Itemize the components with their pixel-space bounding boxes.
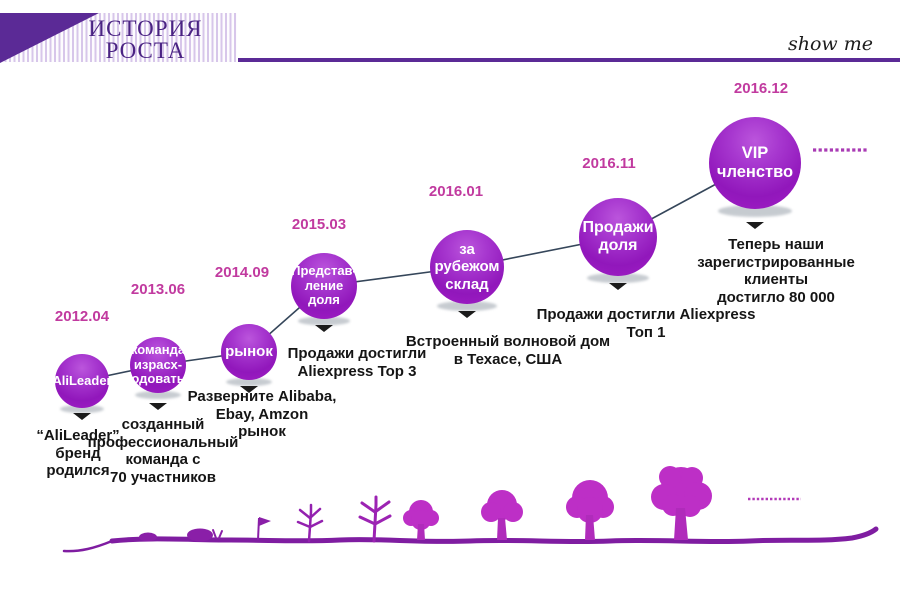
milestone-4-description: Продажи достигли Aliexpress Top 3 xyxy=(287,345,427,380)
page-title: ИСТОРИЯ РОСТА xyxy=(58,16,233,63)
milestone-2-bubble: команда израсх- одовать xyxy=(130,337,186,393)
down-pointer-icon xyxy=(458,311,476,318)
down-pointer-icon xyxy=(73,413,91,420)
sapling-large-icon xyxy=(358,495,392,543)
medium-tree-icon xyxy=(566,480,614,540)
milestone-6-description: Продажи достигли Aliexpress Топ 1 xyxy=(536,306,756,341)
milestone-6-year: 2016.11 xyxy=(582,155,636,172)
stone-icon xyxy=(139,532,157,542)
milestone-5-description: Встроенный волновой дом в Техасе, США xyxy=(405,333,611,368)
down-pointer-icon xyxy=(609,283,627,290)
down-pointer-icon xyxy=(746,222,764,229)
grass-tuft-icon xyxy=(212,529,223,539)
milestone-5-year: 2016.01 xyxy=(428,183,484,200)
tagline-text: show me xyxy=(788,33,873,55)
page-title-line2: РОСТА xyxy=(105,38,186,63)
down-pointer-icon xyxy=(315,325,333,332)
milestone-2-description: созданный профессиональный команда с 70 … xyxy=(87,416,239,487)
flag-sprout-icon xyxy=(257,517,271,541)
milestone-1-description: “AliLeader” бренд родился xyxy=(36,427,120,480)
milestone-3-year: 2014.09 xyxy=(214,264,270,281)
milestone-7-description: Теперь наши зарегистрированные клиенты д… xyxy=(697,236,855,307)
milestone-1-year: 2012.04 xyxy=(54,308,110,325)
milestone-3-bubble: рынок xyxy=(221,324,277,380)
milestone-6-bubble: Продажи доля xyxy=(579,198,657,276)
milestone-5-bubble: за рубежом склад xyxy=(430,230,504,304)
milestone-4-bubble: Представ- ление доля xyxy=(291,253,357,319)
milestone-2-year: 2013.06 xyxy=(130,281,186,298)
bubble-shadows xyxy=(60,205,792,413)
down-pointer-icon xyxy=(149,403,167,410)
landscape-silhouette xyxy=(62,466,879,553)
small-tree-icon xyxy=(481,490,523,540)
milestone-1-bubble: AliLeader xyxy=(52,354,112,408)
milestone-3-description: Разверните Alibaba, Ebay, Amzon рынок xyxy=(187,388,337,441)
header-rule xyxy=(238,58,900,62)
sapling-small-icon xyxy=(296,503,324,543)
page-title-line1: ИСТОРИЯ xyxy=(88,16,203,41)
down-pointer-icon xyxy=(240,386,258,393)
milestone-7-bubble: VIP членство xyxy=(709,117,801,209)
mound-icon xyxy=(187,528,213,542)
large-tree-icon xyxy=(651,466,712,540)
bush-tree-icon xyxy=(403,500,439,540)
milestone-7-year: 2016.12 xyxy=(733,80,789,97)
milestone-4-year: 2015.03 xyxy=(291,216,347,233)
